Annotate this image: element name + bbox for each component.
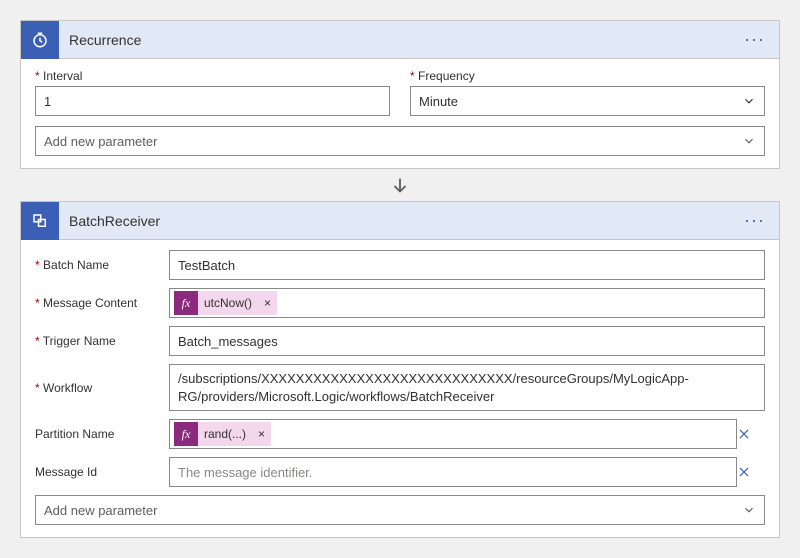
add-parameter-select[interactable]: Add new parameter [35,126,765,156]
flow-arrow-icon [20,169,780,201]
batch-name-input[interactable]: TestBatch [169,250,765,280]
more-menu-button[interactable]: ··· [738,29,771,50]
trigger-name-label: Trigger Name [35,334,169,348]
chevron-down-icon [742,503,756,517]
interval-label: Interval [35,69,390,83]
remove-field-button[interactable] [737,465,765,479]
recurrence-header[interactable]: Recurrence ··· [21,21,779,59]
clock-icon [21,21,59,59]
recurrence-title: Recurrence [59,32,738,48]
expression-token[interactable]: fx rand(...) × [174,422,271,446]
batch-title: BatchReceiver [59,213,738,229]
recurrence-card: Recurrence ··· Interval 1 Frequency Minu… [20,20,780,169]
workflow-label: Workflow [35,381,169,395]
interval-input[interactable]: 1 [35,86,390,116]
add-parameter-label: Add new parameter [44,134,157,149]
token-text: rand(...) [198,427,252,441]
message-content-input[interactable]: fx utcNow() × [169,288,765,318]
batch-card: BatchReceiver ··· Batch Name TestBatch M… [20,201,780,538]
frequency-label: Frequency [410,69,765,83]
frequency-value: Minute [419,94,458,109]
trigger-name-input[interactable]: Batch_messages [169,326,765,356]
chevron-down-icon [742,94,756,108]
message-content-label: Message Content [35,296,169,310]
batch-name-label: Batch Name [35,258,169,272]
partition-name-label: Partition Name [35,427,169,441]
fx-icon: fx [174,291,198,315]
message-id-label: Message Id [35,465,169,479]
message-id-input[interactable]: The message identifier. [169,457,737,487]
token-remove-icon[interactable]: × [258,296,277,310]
token-text: utcNow() [198,296,258,310]
frequency-select[interactable]: Minute [410,86,765,116]
chevron-down-icon [742,134,756,148]
expression-token[interactable]: fx utcNow() × [174,291,277,315]
add-parameter-label: Add new parameter [44,503,157,518]
remove-field-button[interactable] [737,427,765,441]
batch-header[interactable]: BatchReceiver ··· [21,202,779,240]
workflow-input[interactable]: /subscriptions/XXXXXXXXXXXXXXXXXXXXXXXXX… [169,364,765,411]
partition-name-input[interactable]: fx rand(...) × [169,419,737,449]
token-remove-icon[interactable]: × [252,427,271,441]
more-menu-button[interactable]: ··· [738,210,771,231]
batch-icon [21,202,59,240]
recurrence-body: Interval 1 Frequency Minute Add new para… [21,59,779,168]
message-id-placeholder: The message identifier. [178,465,312,480]
batch-body: Batch Name TestBatch Message Content fx … [21,240,779,537]
fx-icon: fx [174,422,198,446]
